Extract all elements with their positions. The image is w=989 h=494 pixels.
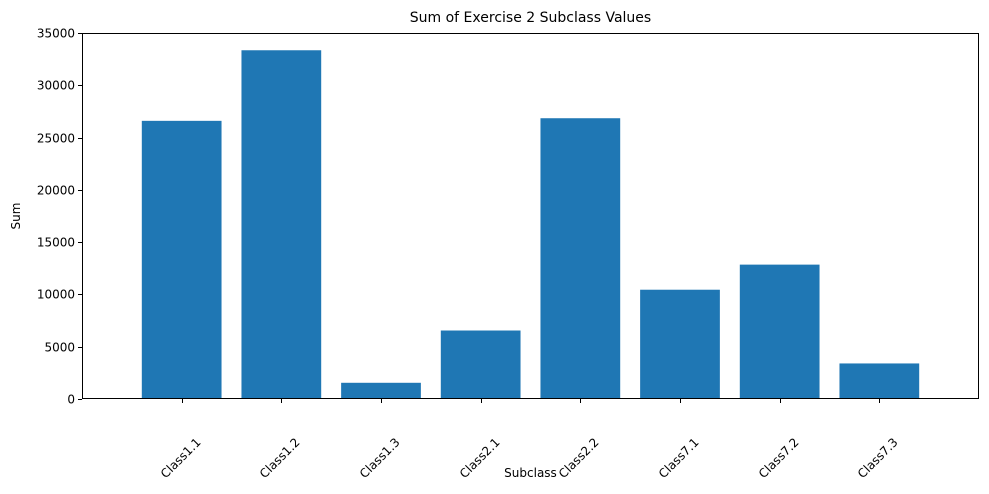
bar-class7-3 — [839, 363, 920, 399]
y-tick-label: 0 — [67, 393, 75, 407]
y-tick-label: 10000 — [37, 288, 75, 302]
y-tick-label: 5000 — [44, 341, 75, 355]
y-tick-label: 15000 — [37, 236, 75, 250]
y-tick-label: 30000 — [37, 79, 75, 93]
x-tick-label: Class7.3 — [855, 435, 901, 481]
x-tick-label: Class2.1 — [457, 435, 503, 481]
bar-class1-2 — [241, 50, 322, 400]
bar-class2-1 — [440, 330, 521, 399]
x-tick-label: Class1.2 — [257, 435, 303, 481]
bar-class1-1 — [141, 120, 222, 399]
x-tick-label: Class2.2 — [556, 435, 602, 481]
bar-class7-2 — [739, 264, 820, 399]
bars-layer — [141, 50, 920, 400]
x-tick-label: Class7.1 — [656, 435, 702, 481]
y-tick-label: 25000 — [37, 132, 75, 146]
y-tick-label: 35000 — [37, 27, 75, 41]
bar-class7-1 — [640, 289, 720, 399]
y-axis-ticks: 0 5000 10000 15000 20000 25000 30000 35000 — [37, 27, 82, 407]
bar-class1-3 — [341, 382, 421, 399]
x-tick-label: Class7.2 — [756, 435, 802, 481]
x-tick-label: Class1.1 — [158, 435, 204, 481]
plot-area-frame — [82, 33, 979, 399]
y-tick-label: 20000 — [37, 184, 75, 198]
chart-title: Sum of Exercise 2 Subclass Values — [410, 10, 651, 26]
x-tick-label: Class1.3 — [357, 435, 403, 481]
bar-class2-2 — [540, 118, 621, 400]
y-axis-label: Sum — [9, 203, 23, 230]
x-axis-label: Subclass — [504, 466, 557, 480]
